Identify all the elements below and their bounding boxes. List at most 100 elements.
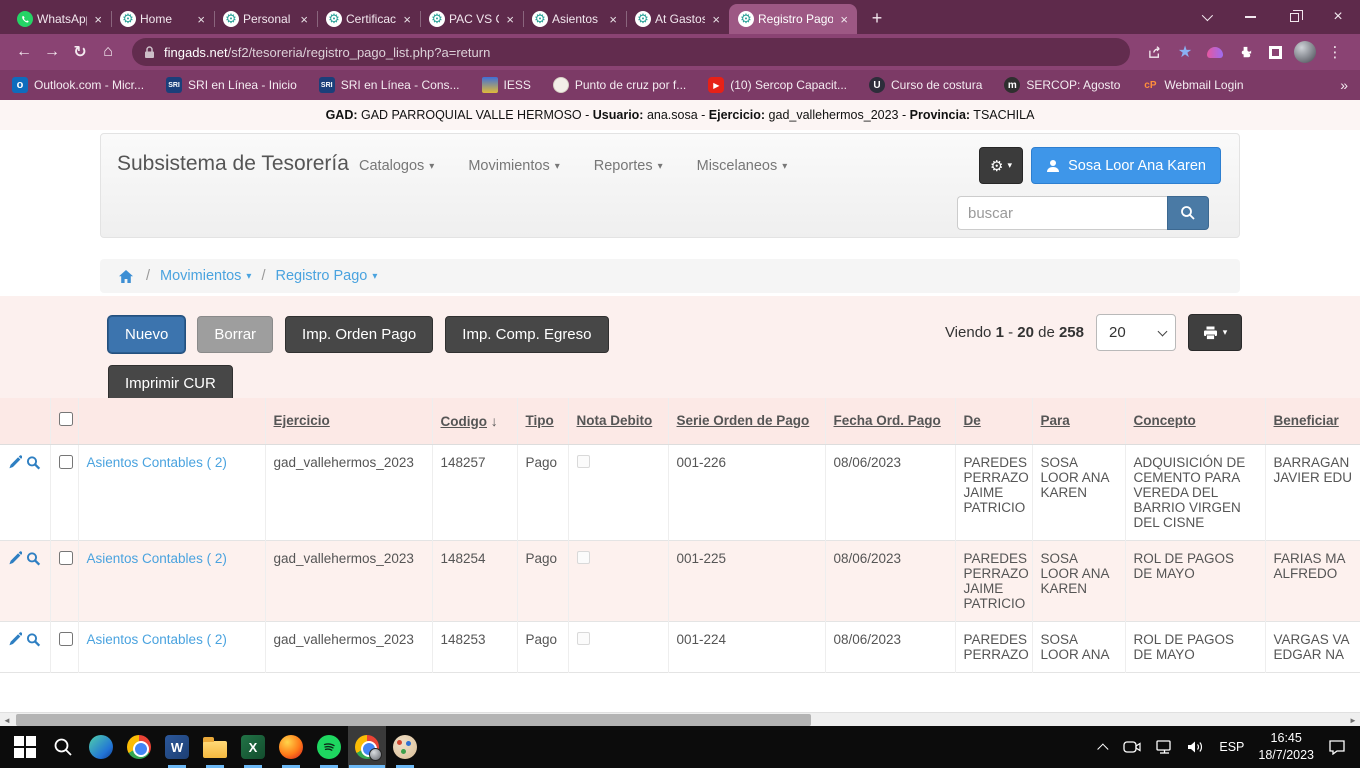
volume-icon[interactable] [1187,740,1205,754]
tab-asientos-con[interactable]: ⚙ Asientos Con × [523,4,626,34]
bookmark-webmail[interactable]: cP Webmail Login [1142,77,1243,93]
tab-registro-pago-active[interactable]: ⚙ Registro Pago × [729,4,857,34]
col-codigo[interactable]: Codigo ↓ [431,398,517,445]
new-tab-button[interactable]: + [871,7,883,28]
taskbar-search-button[interactable] [44,726,82,768]
language-indicator[interactable]: ESP [1219,740,1245,754]
bookmark-star-button[interactable]: ★ [1170,38,1200,66]
tab-whatsapp[interactable]: WhatsApp × [8,4,111,34]
bookmark-iess[interactable]: IESS [481,77,531,93]
meet-now-icon[interactable] [1123,740,1141,754]
share-button[interactable] [1140,38,1170,66]
home-icon[interactable] [118,269,134,284]
taskbar-firefox[interactable] [272,726,310,768]
network-icon[interactable] [1155,740,1173,754]
imp-comp-egreso-button[interactable]: Imp. Comp. Egreso [445,316,609,353]
tab-close-icon[interactable]: × [197,11,205,27]
taskbar-edge[interactable] [82,726,120,768]
breadcrumb-movimientos[interactable]: Movimientos ▾ [160,268,251,284]
edit-icon[interactable] [8,455,23,470]
bookmark-sri-inicio[interactable]: SRI SRI en Línea - Inicio [166,77,297,93]
menu-reportes[interactable]: Reportes ▾ [594,158,663,174]
asientos-contables-link[interactable]: Asientos Contables ( 2) [86,631,227,647]
col-para[interactable]: Para [1031,398,1125,445]
taskbar-chrome-profile-active[interactable] [348,726,386,768]
tab-close-icon[interactable]: × [609,11,617,27]
row-checkbox[interactable] [58,631,73,646]
search-button[interactable] [1167,196,1209,230]
select-all-checkbox[interactable] [58,412,73,427]
scrollbar-thumb[interactable] [16,714,811,726]
action-center-icon[interactable] [1328,739,1346,755]
col-tipo[interactable]: Tipo [516,398,568,445]
extensions-button[interactable] [1230,38,1260,66]
col-nota-debito[interactable]: Nota Debito [567,398,668,445]
browser-home-button[interactable]: ⌂ [103,43,113,60]
asientos-contables-link[interactable]: Asientos Contables ( 2) [86,454,227,470]
scroll-right-icon[interactable]: ► [1346,713,1360,727]
tray-expand-icon[interactable] [1097,743,1109,755]
browser-menu-button[interactable]: ⋮ [1327,44,1343,61]
asientos-contables-link[interactable]: Asientos Contables ( 2) [86,550,227,566]
row-checkbox[interactable] [58,454,73,469]
edit-icon[interactable] [8,632,23,647]
bookmark-curso-costura[interactable]: U Curso de costura [868,77,982,93]
tab-close-icon[interactable]: × [712,11,720,27]
address-bar[interactable]: fingads.net/sf2/tesoreria/registro_pago_… [132,38,1130,66]
imp-orden-pago-button[interactable]: Imp. Orden Pago [285,316,434,353]
extension-square-button[interactable] [1260,38,1290,66]
horizontal-scrollbar[interactable]: ◄ ► [0,712,1360,727]
menu-movimientos[interactable]: Movimientos ▾ [468,158,559,174]
tab-close-icon[interactable]: × [506,11,514,27]
page-size-select[interactable]: 20 [1096,314,1176,351]
window-close-button[interactable]: × [1316,0,1360,34]
view-icon[interactable] [26,455,41,471]
row-checkbox[interactable] [58,550,73,565]
tab-personal-rol[interactable]: ⚙ Personal Rol × [214,4,317,34]
window-minimize-button[interactable] [1228,0,1272,34]
taskbar-excel[interactable]: X [234,726,272,768]
menu-catalogos[interactable]: Catalogos ▾ [359,158,434,174]
window-restore-button[interactable] [1272,0,1316,34]
bookmark-sri-consultas[interactable]: SRI SRI en Línea - Cons... [318,77,460,93]
col-fecha-ord-pago[interactable]: Fecha Ord. Pago [824,398,955,445]
start-button[interactable] [6,726,44,768]
bookmark-sercop-agosto[interactable]: m SERCOP: Agosto [1004,77,1120,93]
tab-close-icon[interactable]: × [403,11,411,27]
taskbar-chrome[interactable] [120,726,158,768]
tab-close-icon[interactable]: × [300,11,308,27]
tab-certificaciones[interactable]: ⚙ Certificacione × [317,4,420,34]
bookmarks-overflow-icon[interactable]: » [1340,77,1348,93]
breadcrumb-registro-pago[interactable]: Registro Pago ▾ [275,268,377,284]
edit-icon[interactable] [8,551,23,566]
col-concepto[interactable]: Concepto [1124,398,1265,445]
search-input[interactable] [957,196,1167,230]
user-button[interactable]: Sosa Loor Ana Karen [1031,147,1221,184]
tab-search-button[interactable] [1184,0,1228,34]
profile-button[interactable] [1290,38,1320,66]
clock[interactable]: 16:45 18/7/2023 [1258,730,1314,764]
extension-pink-button[interactable] [1200,38,1230,66]
col-de[interactable]: De [954,398,1032,445]
bookmark-sercop-youtube[interactable]: ▶ (10) Sercop Capacit... [708,77,847,93]
tab-close-icon[interactable]: × [94,11,102,27]
taskbar-word[interactable]: W [158,726,196,768]
nuevo-button[interactable]: Nuevo [108,316,186,353]
taskbar-paint[interactable] [386,726,424,768]
back-button[interactable]: ← [16,43,32,60]
tab-close-icon[interactable]: × [840,11,848,27]
reload-button[interactable]: ↻ [73,44,87,61]
menu-miscelaneos[interactable]: Miscelaneos ▾ [697,158,788,174]
scroll-left-icon[interactable]: ◄ [0,713,14,727]
forward-button[interactable]: → [44,43,60,60]
col-beneficiario[interactable]: Beneficiar [1264,398,1360,445]
col-ejercicio[interactable]: Ejercicio [264,398,432,445]
bookmark-outlook[interactable]: o Outlook.com - Micr... [12,77,144,93]
imprimir-cur-button[interactable]: Imprimir CUR [108,365,233,402]
borrar-button[interactable]: Borrar [197,316,274,353]
settings-button[interactable]: ⚙ ▾ [979,147,1023,184]
print-menu-button[interactable]: ▾ [1188,314,1242,351]
view-icon[interactable] [26,632,41,648]
taskbar-file-explorer[interactable] [196,726,234,768]
tab-pac-vs-cedu[interactable]: ⚙ PAC VS CEDU × [420,4,523,34]
